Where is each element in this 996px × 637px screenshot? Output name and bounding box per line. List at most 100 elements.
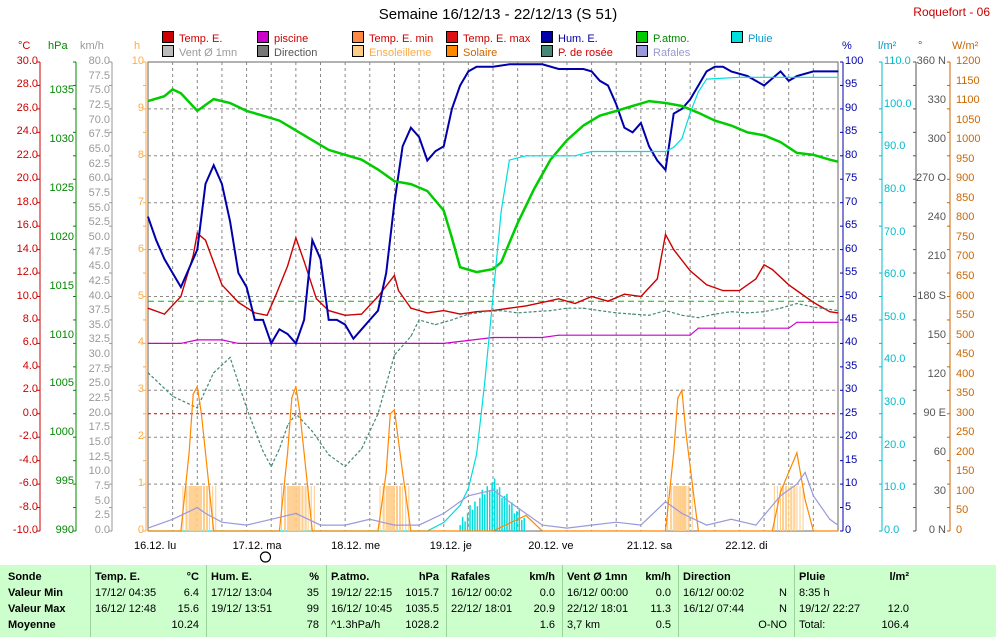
sun-tick: 5: [137, 289, 144, 302]
data-point: [475, 66, 478, 68]
data-point: [607, 530, 609, 532]
data-point: [204, 389, 207, 391]
stats-group-title: Hum. E.: [211, 571, 252, 583]
data-point: [747, 131, 749, 133]
data-point: [722, 290, 724, 292]
sun-unit: h: [134, 40, 141, 52]
data-point: [393, 180, 396, 182]
data-point: [837, 530, 839, 532]
data-point: [771, 530, 773, 532]
data-point: [738, 290, 741, 292]
stats-cell-value: 20.9: [533, 603, 555, 615]
wind-tick: 57.5: [88, 186, 110, 199]
solar-tick: 450: [956, 348, 975, 361]
data-point: [213, 372, 215, 374]
data-point: [385, 471, 387, 473]
temp-tick: -10.0: [12, 524, 38, 536]
data-point: [196, 249, 198, 251]
solar-tick: 800: [956, 211, 975, 224]
data-point: [344, 524, 346, 526]
rain-tick: 10.0: [884, 481, 906, 494]
stats-group-unit: km/h: [645, 571, 671, 583]
stats-group-title: Direction: [683, 571, 731, 583]
data-point: [590, 524, 593, 526]
wind-tick: 27.5: [88, 362, 110, 375]
wind-tick: 12.5: [88, 450, 110, 463]
humidity-tick: 95: [845, 78, 858, 91]
data-point: [812, 495, 814, 497]
temp-tick: -6.0: [19, 477, 38, 490]
wind-tick: 62.5: [88, 157, 110, 170]
direction-tick: 300: [927, 133, 946, 146]
stats-cell-time: ^1.3hPa/h: [331, 619, 381, 631]
data-point: [254, 319, 256, 321]
wind-tick: 60.0: [88, 172, 110, 185]
data-point: [623, 127, 626, 129]
data-point: [270, 465, 272, 468]
data-point: [221, 521, 223, 523]
data-point: [517, 506, 519, 509]
sun-tick: 2: [137, 430, 144, 443]
data-point: [648, 145, 650, 148]
stats-cell-time: 16/12/ 00:02: [451, 587, 513, 599]
data-point: [796, 302, 798, 305]
data-point: [508, 63, 511, 65]
data-point: [681, 138, 683, 140]
data-point: [196, 506, 198, 509]
sun-tick: 8: [137, 148, 144, 161]
sun-tick: 7: [137, 195, 144, 208]
data-point: [714, 120, 716, 122]
data-point: [467, 487, 469, 489]
solar-tick: 650: [956, 269, 975, 282]
data-point: [328, 454, 330, 456]
data-point: [812, 530, 814, 532]
data-point: [377, 295, 379, 298]
stats-cell-value: 11.3: [650, 603, 671, 615]
wind-tick: 10.0: [88, 465, 110, 478]
data-point: [245, 407, 248, 409]
data-point: [582, 68, 584, 70]
solar-tick: 1000: [956, 133, 981, 146]
series-line: [147, 302, 839, 468]
data-point: [254, 312, 256, 314]
stats-cell-time: 16/12/ 12:48: [95, 603, 157, 615]
data-point: [196, 385, 198, 387]
data-point: [812, 154, 814, 156]
data-point: [274, 295, 276, 298]
stats-cell-value: N: [779, 603, 787, 615]
wind-tick: 52.5: [88, 216, 110, 229]
data-point: [566, 139, 568, 141]
data-point: [582, 530, 584, 532]
data-point: [837, 161, 839, 163]
stats-group-title: Pluie: [799, 571, 826, 583]
data-point: [229, 356, 231, 359]
data-point: [188, 267, 190, 269]
data-point: [755, 524, 757, 526]
temp-unit: °C: [18, 40, 31, 52]
legend-label: Temp. E.: [179, 33, 223, 45]
data-point: [763, 134, 765, 136]
data-point: [385, 272, 387, 274]
data-point: [200, 413, 202, 415]
temp-tick: 24.0: [16, 125, 38, 138]
rain-tick: 40.0: [884, 353, 906, 366]
data-point: [402, 471, 404, 473]
stats-cell-time: Total:: [799, 619, 826, 631]
data-point: [796, 75, 798, 77]
data-point: [812, 70, 814, 72]
pressure-tick: 1035: [49, 84, 74, 97]
data-point: [837, 312, 839, 314]
direction-tick: 330: [927, 94, 946, 107]
temp-tick: 10.0: [16, 289, 38, 302]
humidity-tick: 75: [845, 172, 858, 185]
data-point: [730, 70, 732, 72]
data-point: [245, 524, 248, 526]
data-point: [632, 131, 634, 133]
wind-tick: 37.5: [88, 304, 110, 317]
data-point: [829, 311, 831, 313]
wind-tick: 35.0: [88, 318, 110, 331]
data-point: [262, 115, 264, 117]
data-point: [315, 298, 317, 300]
wind-tick: 30.0: [88, 348, 110, 361]
data-point: [722, 66, 724, 68]
